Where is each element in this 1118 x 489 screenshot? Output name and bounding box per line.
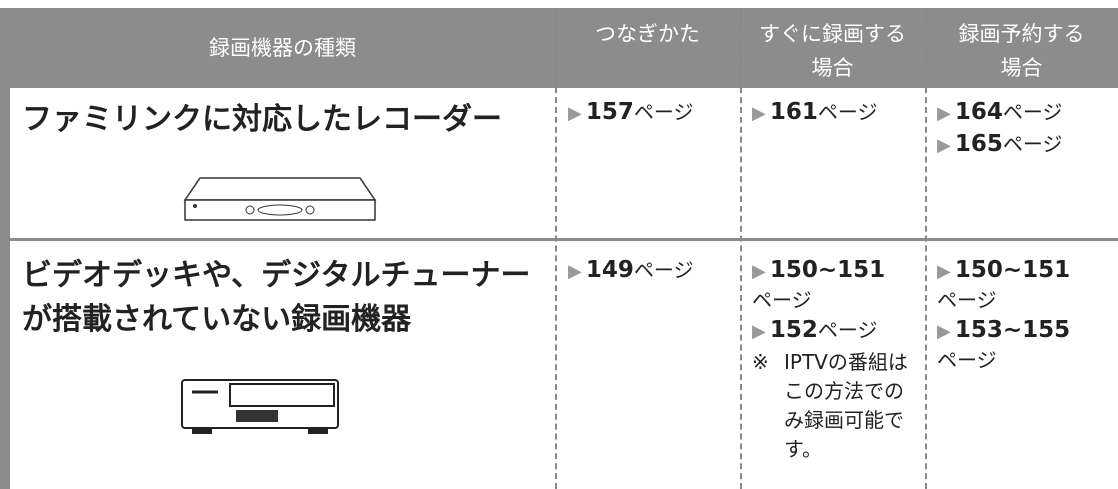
page-unit: ページ	[937, 348, 997, 372]
header-line: すぐに録画する	[759, 22, 906, 46]
page-number: 150~151	[954, 257, 1071, 283]
arrow: ▶	[568, 103, 582, 124]
page-number: 153~155	[954, 317, 1071, 343]
header-line: 場合	[1000, 56, 1043, 80]
note: ※ IPTVの番組はこの方法でのみ録画可能です。	[752, 348, 922, 464]
vcr-icon	[181, 379, 339, 434]
page-ref-cell: ▶ 164ページ ▶ 165ページ	[937, 98, 1115, 162]
arrow: ▶	[752, 261, 766, 282]
page-unit: ページ	[1002, 100, 1063, 124]
col-sep	[740, 8, 742, 489]
page-ref: ▶ 150~151 ページ	[752, 256, 922, 314]
left-bar	[0, 8, 10, 489]
arrow: ▶	[937, 261, 951, 282]
page-ref: ▶ 164ページ	[937, 98, 1115, 128]
page-ref-cell: ▶ 149ページ	[568, 256, 738, 288]
page-number: 164	[954, 99, 1003, 125]
device-name: ファミリンクに対応したレコーダー	[22, 102, 502, 137]
page-ref: ▶ 157ページ	[568, 98, 738, 128]
page-unit: ページ	[937, 288, 997, 312]
arrow: ▶	[937, 103, 951, 124]
arrow: ▶	[568, 261, 582, 282]
page-ref: ▶ 165ページ	[937, 130, 1115, 160]
page-number: 150~151	[769, 257, 886, 283]
page-number: 161	[769, 99, 818, 125]
header-line: 録画予約する	[958, 22, 1085, 46]
arrow: ▶	[937, 321, 951, 342]
recorder-icon	[183, 177, 377, 221]
page-ref: ▶ 161ページ	[752, 98, 922, 128]
arrow: ▶	[937, 135, 951, 156]
page-unit: ページ	[633, 258, 694, 282]
arrow: ▶	[752, 321, 766, 342]
page-unit: ページ	[633, 100, 694, 124]
page-ref-cell: ▶ 150~151ページ ▶ 153~155ページ	[937, 256, 1115, 376]
arrow: ▶	[752, 103, 766, 124]
page-unit: ページ	[817, 100, 878, 124]
row-sep	[10, 238, 1118, 241]
page-ref: ▶ 153~155 ページ	[937, 316, 1115, 374]
page-number: 152	[769, 317, 818, 343]
device-name: ビデオデッキや、デジタルチューナーが搭載されていない録画機器	[22, 258, 531, 337]
note-text: IPTVの番組はこの方法でのみ録画可能です。	[784, 350, 908, 461]
col-sep	[925, 8, 927, 489]
page-ref: ▶ 149ページ	[568, 256, 738, 286]
header-cell: すぐに録画する 場合	[740, 17, 925, 85]
page-number: 165	[954, 131, 1003, 157]
header-cell: 録画予約する 場合	[925, 17, 1118, 85]
header-cell: つなぎかた	[555, 17, 740, 51]
page-unit: ページ	[752, 288, 812, 312]
page-ref: ▶ 150~151 ページ	[937, 256, 1115, 314]
header-line: 場合	[811, 56, 854, 80]
page-ref: ▶ 152ページ	[752, 316, 922, 346]
page-unit: ページ	[817, 318, 878, 342]
page-number: 149	[585, 257, 634, 283]
col-sep	[555, 8, 557, 489]
page-unit: ページ	[1002, 132, 1063, 156]
page-number: 157	[585, 99, 634, 125]
page-ref-cell: ▶ 150~151ページ ▶ 152ページ ※ IPTVの番組はこの方法でのみ録画可能です…	[752, 256, 922, 464]
header-cell: 録画機器の種類	[10, 31, 555, 65]
page-ref-cell: ▶ 161ページ	[752, 98, 922, 130]
page-ref-cell: ▶ 157ページ	[568, 98, 738, 130]
note-mark: ※	[752, 350, 769, 374]
